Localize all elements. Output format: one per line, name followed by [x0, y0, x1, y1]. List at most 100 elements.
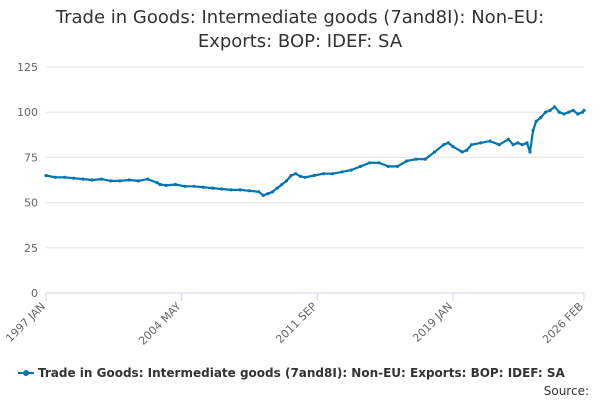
series-point-34	[303, 175, 307, 179]
series-line-group	[44, 105, 586, 197]
series-point-71	[562, 112, 566, 116]
chart-title-line-1: Trade in Goods: Intermediate goods (7and…	[55, 7, 545, 28]
series-point-62	[525, 141, 529, 145]
legend[interactable]: Trade in Goods: Intermediate goods (7and…	[18, 366, 565, 380]
series-point-15	[173, 182, 178, 187]
series-point-73	[571, 108, 575, 112]
series-point-19	[210, 186, 215, 190]
series-point-74	[576, 112, 580, 116]
series-point-26	[266, 192, 270, 196]
series-point-70	[557, 110, 561, 114]
series-point-27	[271, 190, 275, 194]
series-point-13	[158, 182, 162, 187]
x-tick-label-2: 2011 SEP	[273, 300, 319, 346]
series-point-53	[465, 148, 469, 152]
x-tick-label-1: 2004 MAY	[136, 300, 184, 348]
series-point-44	[395, 164, 400, 168]
legend-label: Trade in Goods: Intermediate goods (7and…	[38, 366, 565, 380]
series-point-66	[539, 116, 543, 120]
series-point-36	[321, 172, 326, 176]
series-point-65	[534, 119, 538, 123]
y-tick-label-75: 75	[24, 151, 38, 164]
series-point-7	[109, 179, 113, 183]
x-tick-label-0: 1997 JAN	[3, 300, 48, 345]
series-point-17	[192, 184, 196, 188]
x-tick-label-4: 2026 FEB	[540, 300, 586, 346]
series-point-32	[294, 172, 298, 176]
y-tick-label-125: 125	[17, 61, 38, 74]
series-point-30	[284, 179, 289, 183]
series-point-0	[44, 173, 48, 178]
series-point-41	[368, 161, 372, 165]
series-point-76	[582, 108, 586, 112]
series-point-52	[460, 150, 464, 154]
series-point-11	[146, 177, 150, 181]
series-point-23	[247, 189, 252, 193]
chart-title: Trade in Goods: Intermediate goods (7and…	[20, 6, 580, 54]
source-label: Source:	[544, 384, 589, 398]
series-line-0	[44, 105, 586, 197]
series-point-35	[312, 173, 316, 178]
series-point-48	[432, 150, 437, 154]
series-point-69	[553, 105, 557, 109]
series-point-57	[497, 143, 501, 147]
series-point-67	[543, 110, 548, 114]
y-tick-label-25: 25	[24, 242, 38, 255]
series-point-4	[81, 177, 85, 181]
series-point-45	[405, 159, 409, 163]
y-tick-label-50: 50	[24, 197, 38, 210]
series-point-33	[298, 174, 302, 178]
series-point-6	[99, 177, 104, 181]
series-point-68	[548, 108, 552, 112]
series-point-22	[238, 188, 242, 192]
x-tick-label-3: 2019 JAN	[410, 300, 455, 345]
series-point-63	[528, 150, 532, 154]
series-point-61	[520, 143, 524, 147]
series-point-64	[531, 128, 535, 132]
series-point-56	[488, 139, 492, 143]
series-point-12	[155, 181, 159, 185]
series-point-39	[349, 168, 353, 172]
series-point-8	[118, 179, 122, 183]
series-point-2	[62, 175, 67, 179]
series-point-25	[261, 193, 265, 197]
series-point-59	[511, 143, 515, 147]
y-tick-label-0: 0	[31, 287, 38, 300]
series-point-43	[386, 164, 390, 168]
series-point-16	[183, 184, 187, 188]
series-point-49	[442, 143, 446, 147]
series-point-40	[358, 164, 363, 168]
series-point-5	[90, 178, 94, 182]
y-axis: 0 25 50 75 100 125	[17, 61, 38, 300]
series-point-10	[136, 179, 141, 183]
series-point-50	[446, 141, 450, 145]
series-point-60	[516, 141, 520, 145]
x-axis: 1997 JAN 2004 MAY 2011 SEP 2019 JAN 2026 FEB	[3, 292, 586, 348]
series-point-37	[331, 172, 335, 176]
series-point-72	[567, 110, 571, 114]
series-point-9	[127, 178, 131, 182]
series-point-38	[340, 170, 344, 174]
series-point-31	[289, 173, 293, 178]
y-tick-label-100: 100	[17, 106, 38, 119]
chart-title-line-2: Exports: BOP: IDEF: SA	[197, 31, 403, 52]
series-point-46	[414, 157, 418, 161]
series-point-29	[280, 182, 284, 187]
series-point-21	[229, 188, 233, 192]
series-point-55	[479, 141, 483, 145]
legend-marker-symbol	[23, 370, 29, 376]
series-point-28	[275, 186, 279, 190]
series-point-3	[72, 176, 76, 180]
series-point-54	[469, 143, 474, 147]
series-point-51	[451, 145, 455, 149]
series-point-18	[201, 185, 205, 189]
series-point-42	[377, 161, 381, 165]
source: Source:	[544, 384, 589, 398]
series-point-14	[164, 183, 168, 187]
series-point-24	[257, 190, 261, 194]
series-point-1	[53, 175, 57, 179]
series-point-58	[506, 137, 511, 141]
series-point-20	[220, 187, 224, 191]
series-point-47	[423, 157, 427, 161]
